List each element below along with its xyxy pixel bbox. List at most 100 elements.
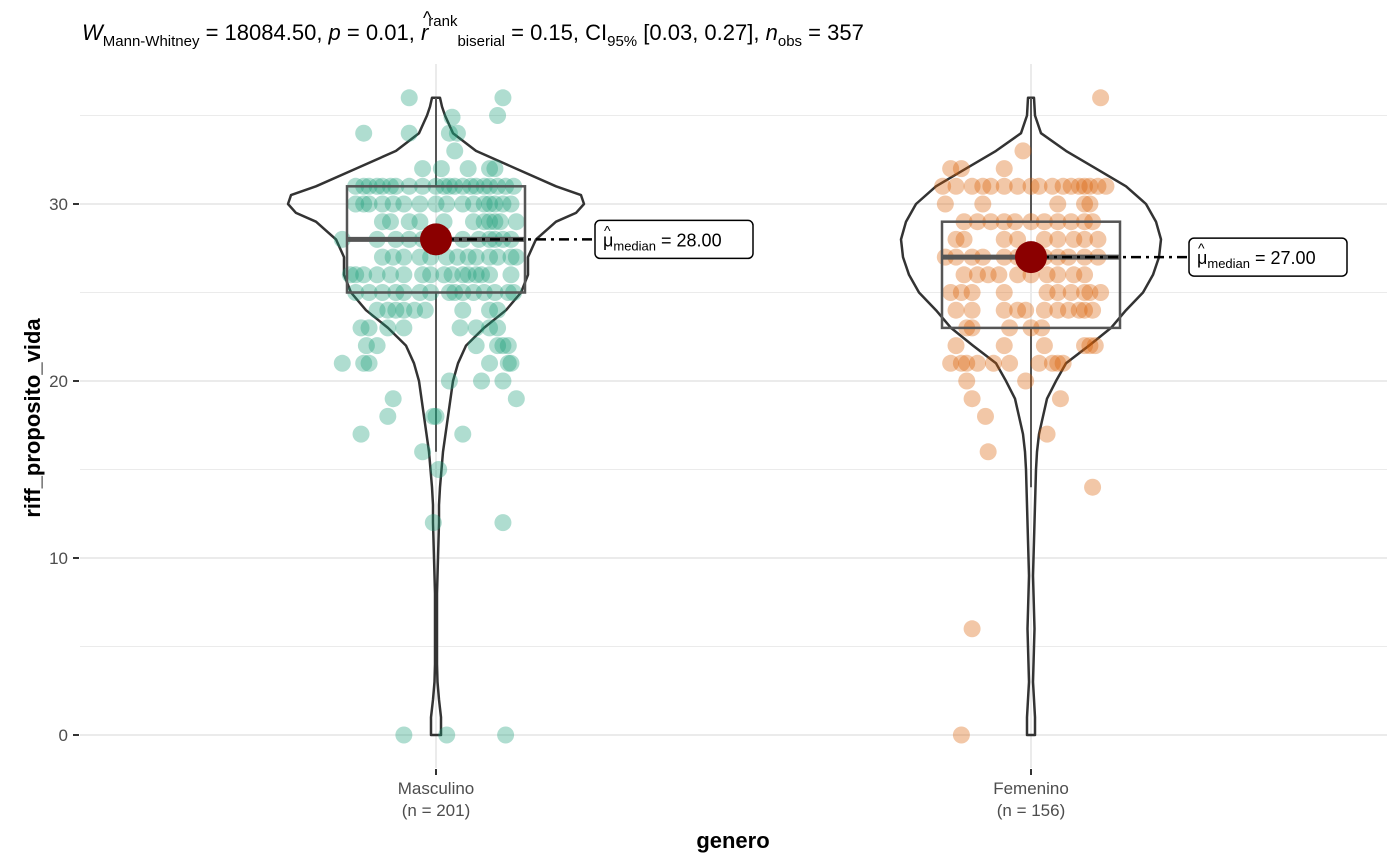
data-point xyxy=(446,142,464,160)
data-point xyxy=(1009,301,1027,319)
data-point xyxy=(467,248,485,266)
data-point xyxy=(473,372,491,390)
median-label-value: = 27.00 xyxy=(1250,248,1316,268)
data-point xyxy=(985,354,1003,372)
data-point xyxy=(1043,177,1061,195)
y-tick-label: 20 xyxy=(49,372,68,391)
median-label-box xyxy=(1188,237,1348,277)
data-point xyxy=(395,726,413,744)
data-point xyxy=(1049,230,1067,248)
data-point xyxy=(955,266,973,284)
x-axis: Masculino (n = 201) Femenino (n = 156) xyxy=(398,769,1069,820)
data-point xyxy=(990,266,1008,284)
data-point xyxy=(1030,177,1048,195)
data-point xyxy=(451,319,469,337)
data-point xyxy=(958,354,976,372)
subtitle-stat-symbol: W xyxy=(82,20,105,45)
data-point xyxy=(489,248,507,266)
data-point xyxy=(430,461,448,478)
svg-text:WMann-Whitney = 18084.50, p =: WMann-Whitney = 18084.50, p = 0.01, rran… xyxy=(82,13,864,50)
groups: μmedian = 28.00^ μmedian = 27.00^ xyxy=(286,89,1348,744)
data-point xyxy=(1089,177,1107,195)
group-femenino: μmedian = 27.00^ xyxy=(899,89,1348,744)
data-point xyxy=(438,726,456,744)
data-point xyxy=(995,284,1013,301)
data-point xyxy=(384,390,402,408)
data-point xyxy=(995,177,1013,195)
data-point xyxy=(435,266,453,284)
data-point xyxy=(1054,354,1072,372)
data-point xyxy=(976,407,994,425)
data-point xyxy=(384,195,402,213)
data-point xyxy=(491,213,509,231)
data-point xyxy=(1076,177,1094,195)
data-point xyxy=(387,301,405,319)
data-point xyxy=(1070,177,1088,195)
data-point xyxy=(427,195,445,213)
data-point xyxy=(454,266,472,284)
data-point xyxy=(368,337,386,355)
data-point xyxy=(1076,337,1094,355)
data-point xyxy=(381,266,399,284)
subtitle-stat-sub: Mann-Whitney xyxy=(103,33,200,50)
median-label-symbol: μ xyxy=(1197,248,1207,268)
data-point xyxy=(1062,284,1080,301)
box xyxy=(940,220,1122,330)
data-point xyxy=(1084,478,1102,496)
data-point xyxy=(373,248,391,266)
median-point xyxy=(1015,241,1047,274)
y-tick-label: 10 xyxy=(49,549,68,568)
median-point xyxy=(420,223,452,256)
data-point xyxy=(355,195,373,213)
data-point xyxy=(400,89,418,107)
data-point xyxy=(406,301,424,319)
data-point xyxy=(395,195,413,213)
data-point xyxy=(368,301,386,319)
data-point xyxy=(454,425,472,443)
data-point xyxy=(947,177,965,195)
data-point xyxy=(467,266,485,284)
data-point xyxy=(486,195,504,213)
data-point xyxy=(1014,142,1032,160)
data-point xyxy=(427,407,445,425)
data-point xyxy=(995,337,1013,355)
data-point xyxy=(494,514,512,532)
data-point xyxy=(467,319,485,337)
data-point xyxy=(1035,230,1053,248)
data-point xyxy=(934,177,952,195)
data-point xyxy=(473,266,491,284)
data-point xyxy=(381,213,399,231)
data-point xyxy=(982,177,1000,195)
data-point xyxy=(355,266,373,284)
subtitle-n-value: 357 xyxy=(827,20,864,45)
data-point xyxy=(1076,301,1094,319)
data-point xyxy=(1081,195,1099,213)
data-point xyxy=(379,301,397,319)
data-point xyxy=(379,319,397,337)
data-point xyxy=(459,248,477,266)
data-point xyxy=(942,160,960,178)
data-point xyxy=(947,337,965,355)
median-label: μmedian = 28.00^ xyxy=(594,219,754,260)
data-point xyxy=(968,266,986,284)
median-label-sub: median xyxy=(1207,256,1250,271)
x-axis-title: genero xyxy=(696,828,769,853)
data-point xyxy=(1049,195,1067,213)
data-point xyxy=(1076,266,1094,284)
data-point xyxy=(347,195,365,213)
data-point xyxy=(497,726,515,744)
data-point xyxy=(481,301,499,319)
data-point xyxy=(1009,266,1027,284)
data-point xyxy=(373,195,391,213)
data-point xyxy=(1081,284,1099,301)
data-point xyxy=(502,266,520,284)
data-point xyxy=(414,160,432,178)
subtitle-effect-value: 0.15 xyxy=(530,20,573,45)
data-point xyxy=(432,160,450,178)
data-point xyxy=(494,195,512,213)
data-point xyxy=(481,266,499,284)
data-point xyxy=(1097,177,1115,195)
subtitle-ci-value: [0.03, 0.27] xyxy=(643,20,753,45)
violin xyxy=(899,96,1163,737)
